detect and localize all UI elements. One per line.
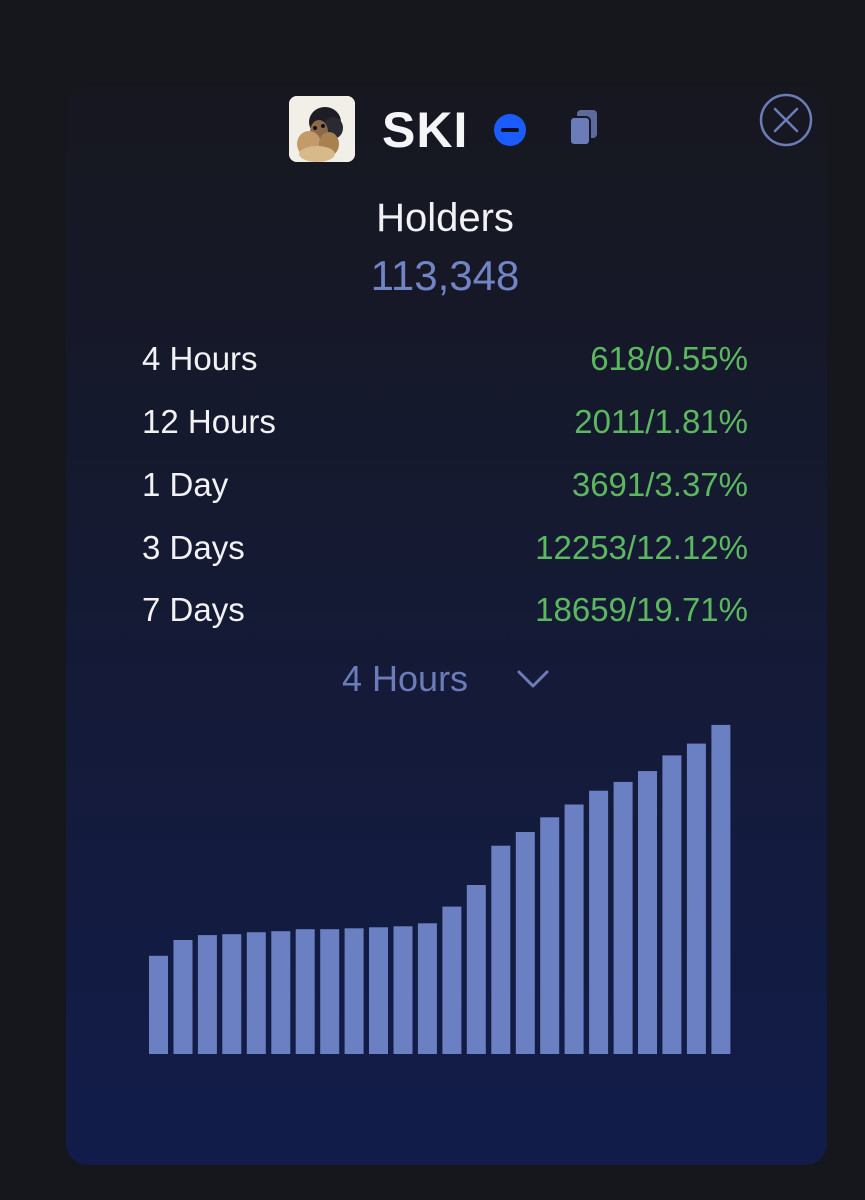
period-select-label: 4 Hours: [342, 658, 469, 699]
stat-label: 1 Day: [142, 466, 229, 503]
stat-label: 4 Hours: [142, 340, 258, 377]
stat-row-4-hours: 4 Hours 618/0.55%: [142, 337, 748, 381]
chart-bar: [295, 929, 315, 1054]
chart-bar: [515, 832, 535, 1054]
stat-label: 3 Days: [142, 529, 245, 566]
chart-bar: [417, 923, 437, 1054]
stat-row-12-hours: 12 Hours 2011/1.81%: [142, 400, 748, 444]
chart-bar: [197, 935, 217, 1054]
chart-bar: [369, 927, 388, 1054]
holders-title: Holders: [376, 196, 514, 240]
chart-bar: [589, 790, 609, 1054]
chart-bar: [271, 931, 291, 1054]
chart-bar: [491, 845, 511, 1054]
stat-row-3-days: 3 Days 12253/12.12%: [142, 526, 748, 570]
chart-bar: [149, 955, 168, 1054]
close-circle-icon[interactable]: [759, 93, 813, 147]
chart-bar: [173, 940, 193, 1054]
holders-bar-chart: [149, 724, 731, 1054]
token-name: SKI: [382, 102, 469, 158]
chart-bar: [466, 885, 486, 1054]
period-select[interactable]: 4 Hours: [330, 654, 560, 704]
stat-row-1-day: 1 Day 3691/3.37%: [142, 463, 748, 507]
stat-label: 7 Days: [142, 591, 245, 628]
verified-badge-icon: [493, 113, 527, 147]
chart-bar: [344, 928, 364, 1054]
chart-bar: [711, 724, 731, 1054]
stat-value: 12253/12.12%: [535, 529, 748, 566]
stat-value: 3691/3.37%: [571, 466, 748, 503]
stat-row-7-days: 7 Days 18659/19.71%: [142, 588, 748, 632]
copy-icon[interactable]: [568, 108, 600, 148]
chevron-down-icon: [517, 670, 549, 688]
chart-bar: [613, 781, 633, 1054]
holders-count: 113,348: [370, 252, 520, 299]
stat-value: 18659/19.71%: [535, 591, 748, 628]
chart-bar: [393, 926, 413, 1054]
chart-bar: [638, 771, 657, 1054]
chart-bar: [686, 743, 706, 1054]
stat-value: 618/0.55%: [590, 340, 748, 377]
chart-bar: [246, 932, 266, 1054]
chart-bar: [540, 817, 560, 1054]
stat-value: 2011/1.81%: [574, 403, 748, 440]
chart-bar: [222, 934, 242, 1054]
chart-bar: [564, 804, 584, 1054]
chart-bar: [320, 929, 340, 1054]
stat-label: 12 Hours: [142, 403, 276, 440]
close-button[interactable]: [759, 93, 813, 147]
chart-bar: [662, 755, 682, 1054]
token-header: SKI: [0, 96, 865, 162]
dog-avatar-icon: [289, 96, 355, 162]
chart-bar: [442, 906, 462, 1054]
